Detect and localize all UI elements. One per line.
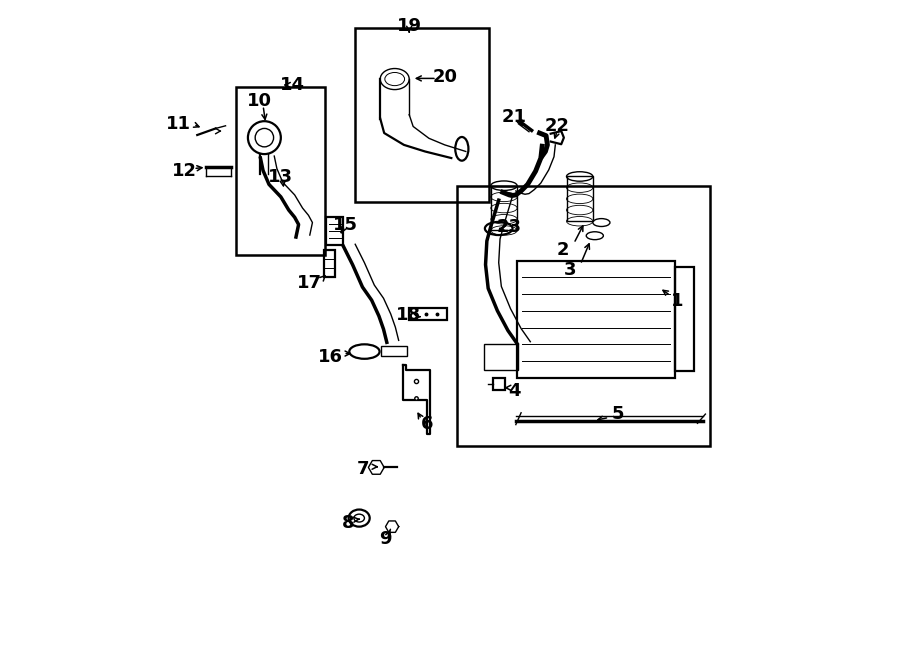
- Text: 12: 12: [172, 161, 196, 180]
- Bar: [456, 186, 710, 446]
- Bar: [518, 260, 675, 378]
- Bar: [327, 217, 344, 245]
- Text: 2: 2: [557, 241, 570, 259]
- Bar: [675, 267, 694, 371]
- Bar: [355, 28, 490, 202]
- Text: 3: 3: [563, 261, 576, 279]
- Bar: [491, 186, 518, 231]
- Bar: [484, 344, 518, 370]
- Text: 20: 20: [433, 68, 458, 86]
- Bar: [493, 378, 505, 390]
- Text: 1: 1: [670, 292, 683, 310]
- Text: 16: 16: [318, 348, 343, 366]
- Text: 11: 11: [166, 116, 192, 134]
- Bar: [410, 308, 446, 320]
- Bar: [236, 87, 325, 254]
- Text: 13: 13: [268, 168, 293, 186]
- Text: 18: 18: [396, 306, 421, 325]
- Text: 4: 4: [508, 382, 521, 400]
- Text: 7: 7: [357, 460, 369, 478]
- Bar: [324, 251, 336, 276]
- Text: 14: 14: [280, 76, 304, 94]
- Text: 5: 5: [612, 405, 624, 423]
- Text: 22: 22: [544, 118, 570, 136]
- Bar: [566, 176, 593, 221]
- Text: 10: 10: [247, 93, 272, 110]
- Bar: [381, 346, 407, 356]
- Text: 21: 21: [502, 108, 527, 126]
- Text: 9: 9: [379, 530, 392, 548]
- Text: 23: 23: [497, 217, 522, 235]
- Text: 8: 8: [342, 514, 355, 531]
- Text: 19: 19: [397, 17, 422, 35]
- Text: 6: 6: [420, 415, 433, 433]
- Text: 15: 15: [333, 216, 358, 234]
- Text: 17: 17: [297, 274, 322, 292]
